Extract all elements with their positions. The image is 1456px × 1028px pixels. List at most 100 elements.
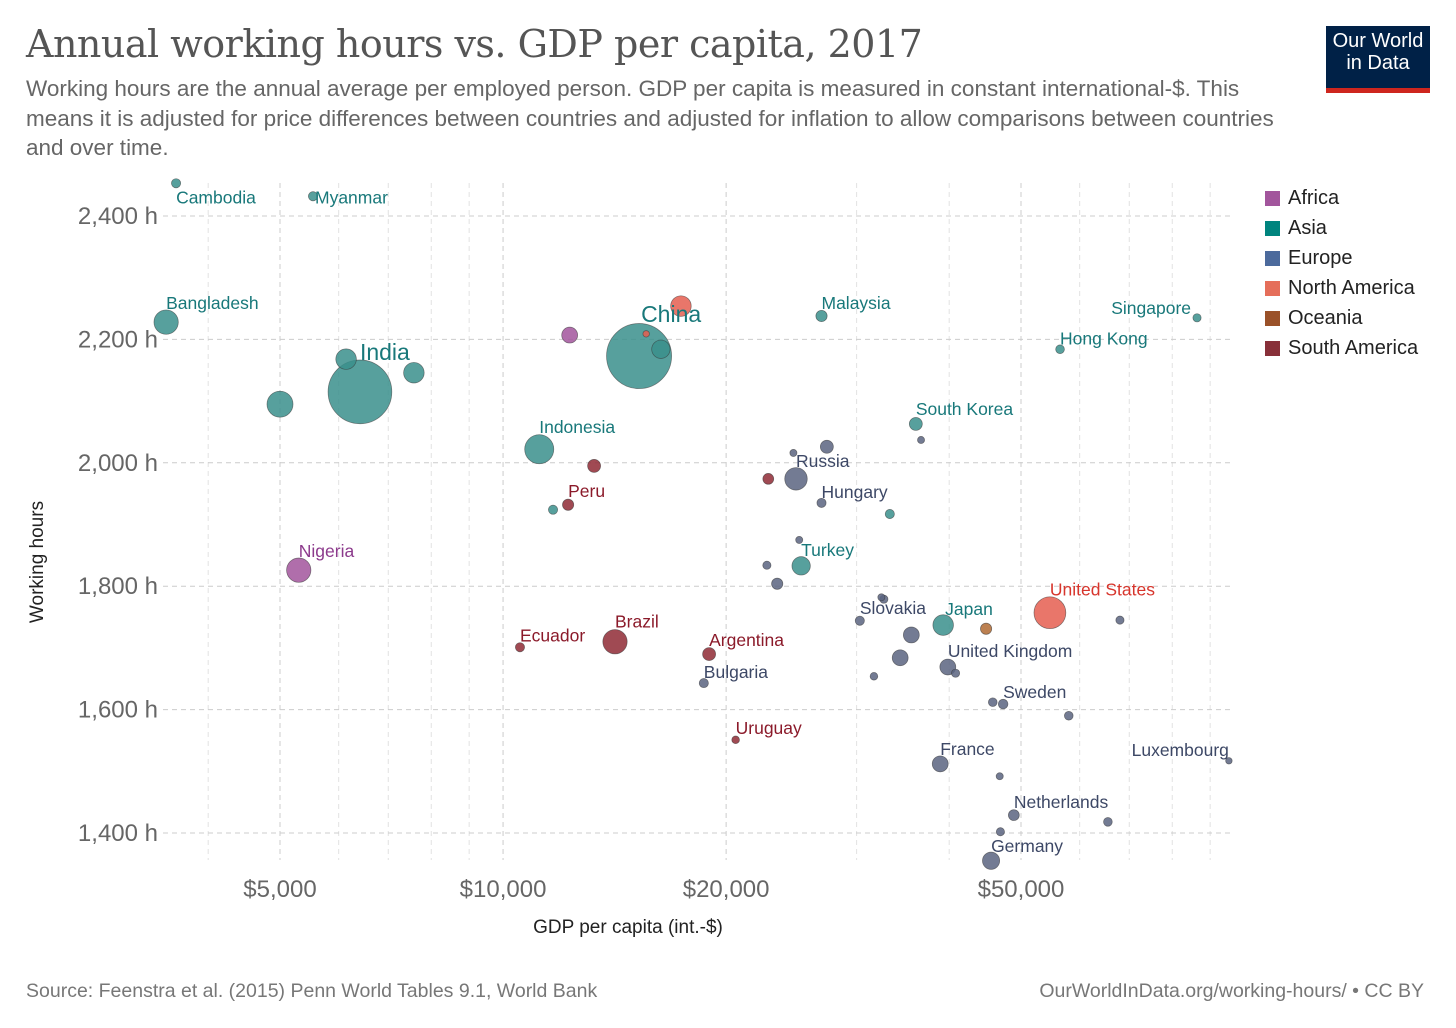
data-point-europe (1064, 711, 1074, 721)
data-point-ecuador (515, 642, 525, 653)
data-point-sweden (997, 698, 1009, 710)
point-label: Hungary (822, 482, 888, 502)
data-point-europe (771, 577, 784, 590)
data-point-europe (1115, 615, 1125, 625)
point-label: Netherlands (1014, 792, 1109, 812)
point-label: Peru (568, 481, 605, 501)
logo-line-1: Our World (1332, 30, 1424, 52)
point-label: United Kingdom (948, 641, 1073, 661)
legend-swatch (1265, 220, 1280, 236)
data-point-asia (884, 509, 895, 519)
data-point-india (327, 359, 393, 425)
point-label: Germany (991, 836, 1063, 856)
x-axis-title: GDP per capita (int.-$) (533, 917, 723, 938)
owid-logo[interactable]: Our World in Data (1326, 26, 1430, 93)
point-label: Slovakia (860, 598, 926, 618)
data-point-bangladesh (153, 309, 179, 335)
y-tick-label: 1,400 h (78, 820, 158, 847)
point-label: Hong Kong (1060, 328, 1148, 348)
gridlines (163, 183, 1230, 860)
point-label: India (360, 339, 410, 365)
legend-label: Asia (1288, 216, 1327, 239)
legend-label: Africa (1288, 186, 1340, 209)
point-label: Argentina (709, 630, 784, 650)
x-tick-label: $20,000 (683, 876, 770, 903)
data-point-asia (548, 504, 558, 515)
point-label: Myanmar (315, 187, 388, 207)
data-point-south-korea (908, 417, 923, 431)
legend-item-africa[interactable]: Africa (1265, 183, 1418, 213)
data-point-brazil (602, 629, 628, 655)
legend-label: Europe (1288, 246, 1353, 269)
data-point-europe (951, 668, 961, 678)
data-point-europe (891, 649, 909, 667)
y-tick-label: 2,400 h (78, 203, 158, 230)
data-point-north-america (670, 295, 692, 317)
point-label: Bangladesh (166, 293, 258, 313)
point-label: Singapore (1111, 298, 1191, 318)
x-tick-label: $10,000 (460, 876, 547, 903)
license-link[interactable]: OurWorldInData.org/working-hours/ • CC B… (1039, 980, 1424, 1002)
data-point-europe (819, 439, 834, 454)
data-point-peru (562, 498, 575, 511)
data-point-malaysia (815, 309, 828, 322)
data-point-bulgaria (698, 678, 709, 689)
data-point-north-america (642, 330, 650, 338)
y-tick-label: 2,200 h (78, 326, 158, 353)
source-note: Source: Feenstra et al. (2015) Penn Worl… (26, 980, 598, 1002)
data-point-europe (995, 772, 1004, 781)
point-label: Bulgaria (704, 662, 768, 682)
legend-swatch (1265, 190, 1280, 206)
legend-swatch (1265, 280, 1280, 296)
point-label: Ecuador (520, 625, 585, 645)
point-label: Indonesia (539, 417, 615, 437)
legend-label: South America (1288, 336, 1419, 359)
data-point-africa (561, 326, 579, 344)
data-point-europe (995, 827, 1005, 837)
legend-swatch (1265, 250, 1280, 266)
data-point-europe (988, 697, 998, 707)
legend-swatch (1265, 310, 1280, 326)
data-point-united-states (1033, 596, 1067, 630)
legend-item-asia[interactable]: Asia (1265, 213, 1418, 243)
data-point-europe (789, 449, 798, 457)
data-point-europe (877, 593, 886, 602)
data-point-nigeria (286, 557, 312, 583)
x-tick-label: $50,000 (978, 876, 1065, 903)
data-point-russia (784, 467, 808, 491)
data-point-china (606, 323, 672, 389)
data-point-asia (651, 339, 671, 359)
data-point-south-america (587, 459, 601, 473)
data-point-indonesia (524, 434, 555, 465)
legend-item-south-america[interactable]: South America (1265, 333, 1418, 363)
data-point-myanmar (308, 191, 318, 202)
x-tick-label: $5,000 (243, 876, 316, 903)
point-label: China (641, 301, 701, 327)
y-axis-title: Working hours (27, 501, 48, 623)
data-point-europe (917, 436, 925, 444)
data-point-luxembourg (1225, 757, 1233, 765)
point-label: Turkey (801, 540, 854, 560)
data-point-argentina (702, 647, 716, 661)
data-point-europe (903, 626, 920, 644)
y-tick-label: 1,800 h (78, 573, 158, 600)
legend: Africa Asia Europe North America Oceania Sout… (1265, 183, 1418, 363)
legend-item-north-america[interactable]: North America (1265, 273, 1418, 303)
data-point-cambodia (171, 178, 182, 189)
legend-item-europe[interactable]: Europe (1265, 243, 1418, 273)
data-point-germany (982, 851, 1001, 870)
data-point-europe (1103, 817, 1113, 827)
legend-item-oceania[interactable]: Oceania (1265, 303, 1418, 333)
chart-subtitle: Working hours are the annual average per… (26, 76, 1274, 160)
data-point-europe (854, 615, 865, 626)
data-point-singapore (1192, 313, 1202, 323)
point-labels: Cambodia Myanmar Bangladesh India China Indon… (166, 187, 1229, 856)
legend-label: Oceania (1288, 306, 1363, 329)
point-label: Cambodia (176, 187, 256, 207)
data-point-japan (932, 614, 954, 636)
data-point-asia (266, 390, 294, 418)
data-point-netherlands (1008, 809, 1020, 821)
point-label: Uruguay (736, 718, 802, 738)
point-label: France (940, 739, 994, 759)
